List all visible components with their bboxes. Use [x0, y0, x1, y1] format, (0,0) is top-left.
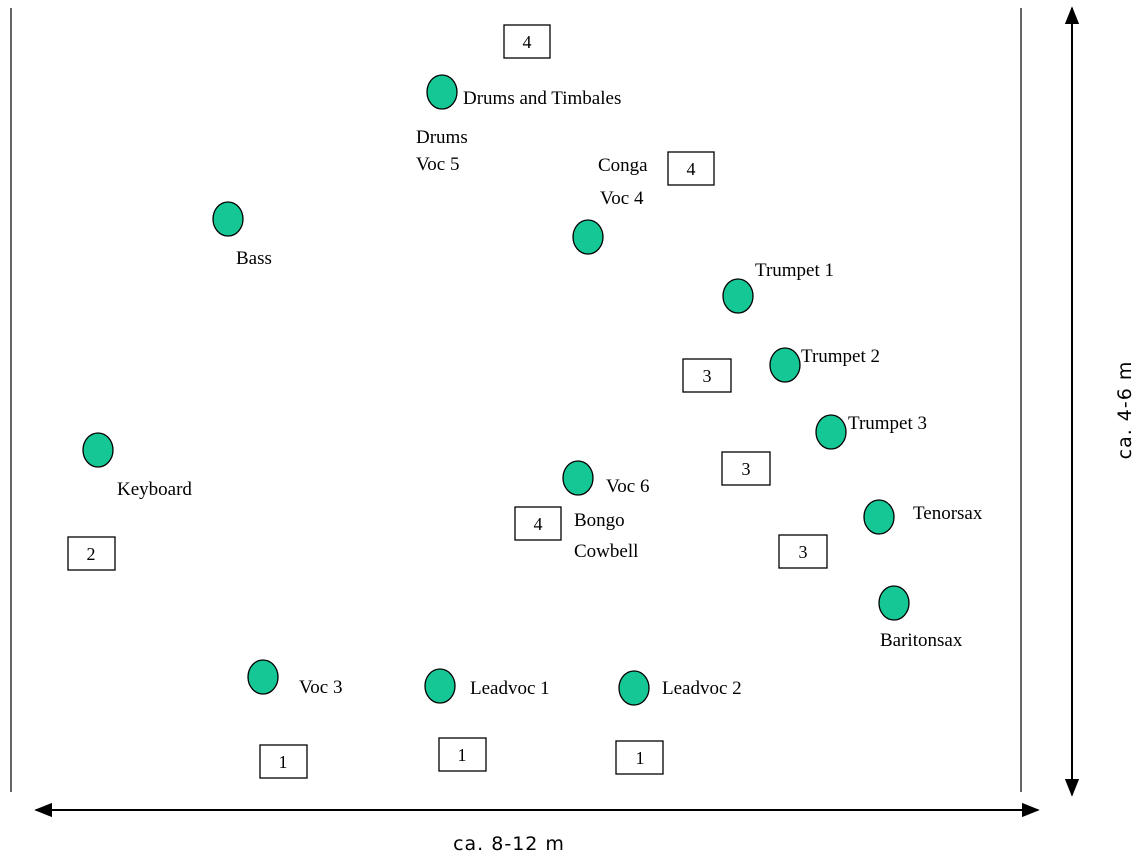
monitor-box: 3 [778, 534, 828, 569]
monitor-box: 2 [67, 536, 116, 571]
svg-text:3: 3 [703, 366, 712, 386]
instrument-marker-trumpet-3 [815, 414, 847, 450]
monitor-box: 4 [503, 24, 551, 59]
instrument-marker-tenorsax [863, 499, 895, 535]
svg-text:1: 1 [279, 752, 288, 772]
label-trumpet-2: Trumpet 2 [801, 346, 880, 367]
depth-dimension-label: ca. 4-6 m [1114, 361, 1136, 460]
instrument-marker-conga-voc4 [572, 219, 604, 255]
label-bass: Bass [236, 248, 272, 269]
instrument-marker-keyboard [82, 432, 114, 468]
label-baritonsax: Baritonsax [880, 630, 963, 651]
label-keyboard: Keyboard [117, 479, 192, 500]
label-conga: Conga [598, 155, 648, 176]
instrument-marker-baritonsax [878, 585, 910, 621]
monitor-box: 4 [514, 506, 562, 541]
instrument-marker-drums-timbales [426, 74, 458, 110]
label-cowbell: Cowbell [574, 541, 638, 562]
svg-text:1: 1 [636, 748, 645, 768]
label-drums-and-timbales: Drums and Timbales [463, 88, 621, 109]
label-tenorsax: Tenorsax [913, 503, 983, 524]
svg-text:4: 4 [534, 514, 543, 534]
svg-text:4: 4 [687, 159, 696, 179]
label-leadvoc-2: Leadvoc 2 [662, 678, 742, 699]
monitor-box: 3 [721, 451, 771, 486]
width-dimension-label: ca. 8-12 m [453, 833, 565, 855]
svg-text:3: 3 [742, 459, 751, 479]
label-bongo: Bongo [574, 510, 625, 531]
label-trumpet-1: Trumpet 1 [755, 260, 834, 281]
instrument-marker-trumpet-1 [722, 278, 754, 314]
monitor-box: 1 [259, 744, 308, 779]
svg-text:2: 2 [87, 544, 96, 564]
instrument-marker-leadvoc-2 [618, 670, 650, 706]
label-voc-6: Voc 6 [606, 476, 649, 497]
label-voc-5: Voc 5 [416, 154, 459, 175]
monitor-box: 4 [667, 151, 715, 186]
label-drums: Drums [416, 127, 468, 148]
svg-text:1: 1 [458, 745, 467, 765]
monitor-box: 1 [615, 740, 664, 775]
instrument-marker-voc-3 [247, 659, 279, 695]
instrument-marker-trumpet-2 [769, 347, 801, 383]
instrument-marker-leadvoc-1 [424, 668, 456, 704]
monitor-box: 3 [682, 358, 732, 393]
label-trumpet-3: Trumpet 3 [848, 413, 927, 434]
monitor-box: 1 [438, 737, 487, 772]
instrument-marker-voc-6 [562, 460, 594, 496]
svg-text:4: 4 [523, 32, 532, 52]
label-voc-4: Voc 4 [600, 188, 644, 209]
label-leadvoc-1: Leadvoc 1 [470, 678, 550, 699]
svg-text:3: 3 [799, 542, 808, 562]
label-voc-3: Voc 3 [299, 677, 342, 698]
instrument-marker-bass [212, 201, 244, 237]
